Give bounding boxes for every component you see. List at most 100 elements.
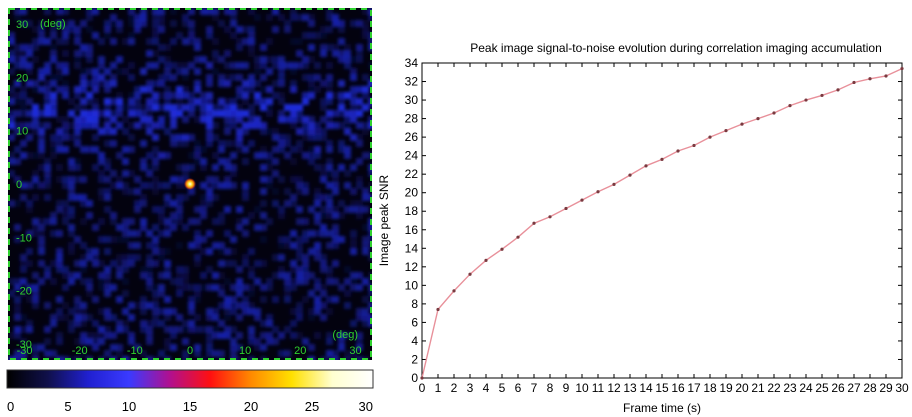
- x-tick-label: 2: [451, 381, 458, 395]
- x-tick-label: 15: [655, 381, 669, 395]
- snr-data-point: [676, 149, 680, 153]
- noise-texture: [8, 8, 372, 360]
- colorbar: [6, 369, 374, 389]
- x-tick-label: 14: [639, 381, 653, 395]
- snr-data-point: [836, 88, 840, 92]
- x-tick-label: -20: [72, 345, 88, 357]
- snr-data-point: [532, 221, 536, 225]
- x-tick-label: 10: [239, 345, 251, 357]
- snr-data-point: [564, 206, 568, 211]
- colorbar-tick-label: 15: [183, 399, 197, 414]
- x-tick-label: 12: [607, 381, 621, 395]
- snr-data-point: [660, 157, 664, 161]
- x-tick-label: 27: [847, 381, 861, 395]
- snr-data-point: [516, 235, 520, 239]
- x-tick-label: 5: [499, 381, 506, 395]
- x-tick-label: 29: [879, 381, 893, 395]
- snr-data-point: [868, 77, 872, 81]
- x-tick-label: -30: [17, 345, 33, 357]
- y-tick-label: 20: [405, 186, 419, 200]
- x-tick-label: 8: [547, 381, 554, 395]
- snr-data-point: [756, 116, 760, 121]
- snr-data-point: [852, 80, 856, 85]
- x-tick-label: 7: [531, 381, 538, 395]
- y-tick-label: 0: [411, 371, 418, 385]
- x-tick-label: 21: [751, 381, 765, 395]
- snr-data-point: [436, 307, 440, 312]
- colorbar-tick-label: 25: [305, 399, 319, 414]
- x-tick-label: 0: [187, 345, 193, 357]
- snr-data-point: [644, 164, 648, 168]
- snr-data-point: [788, 104, 792, 108]
- snr-data-point: [596, 190, 600, 194]
- y-tick-label: 24: [405, 149, 419, 163]
- x-tick-label: 1: [435, 381, 442, 395]
- y-tick-label: 16: [405, 223, 419, 237]
- snr-chart-svg: Peak image signal-to-noise evolution dur…: [377, 41, 909, 415]
- snr-data-point: [900, 66, 904, 71]
- x-tick-label: 19: [719, 381, 733, 395]
- x-tick-label: 9: [563, 381, 570, 395]
- colorbar-tick-label: 0: [7, 399, 14, 414]
- snr-data-point: [708, 135, 712, 139]
- x-tick-label: 4: [483, 381, 490, 395]
- snr-data-point: [612, 182, 616, 186]
- y-tick-label: 20: [16, 72, 28, 84]
- y-tick-label: 8: [411, 297, 418, 311]
- colorbar-tick-label: 30: [359, 399, 373, 414]
- x-tick-label: 23: [783, 381, 797, 395]
- x-tick-label: 28: [863, 381, 877, 395]
- snr-chart-panel: Peak image signal-to-noise evolution dur…: [372, 0, 912, 417]
- y-tick-label: 32: [405, 75, 419, 89]
- snr-data-point: [884, 74, 888, 78]
- x-tick-label: 30: [349, 345, 361, 357]
- snr-data-point: [452, 289, 456, 293]
- x-axis-label: Frame time (s): [623, 401, 701, 415]
- snr-data-point: [580, 198, 584, 202]
- y-tick-label: 28: [405, 112, 419, 126]
- x-tick-label: 18: [703, 381, 717, 395]
- colorbar-tick-label: 10: [122, 399, 136, 414]
- x-tick-label: 0: [419, 381, 426, 395]
- y-tick-label: 22: [405, 167, 419, 181]
- y-tick-label: -20: [16, 286, 32, 298]
- snr-data-point: [692, 143, 696, 148]
- snr-data-point: [484, 258, 488, 262]
- y-tick-label: 18: [405, 204, 419, 218]
- y-tick-label: 4: [411, 334, 418, 348]
- x-tick-label: 13: [623, 381, 637, 395]
- x-tick-label: 11: [592, 381, 605, 395]
- x-tick-label: 16: [671, 381, 685, 395]
- sky-map-panel: 30 20 10 0 -10 -20 -30 -30 -20 -10 0 10 20 30 (deg) (de…: [0, 0, 380, 417]
- y-tick-label: 0: [16, 179, 22, 191]
- y-tick-label: 14: [405, 241, 419, 255]
- colorbar-tick-label: 20: [244, 399, 258, 414]
- y-tick-label: 2: [411, 352, 418, 366]
- snr-data-point: [628, 173, 632, 177]
- snr-data-point: [804, 98, 808, 102]
- y-tick-label: -10: [16, 232, 32, 244]
- snr-data-point: [724, 129, 728, 133]
- y-tick-label: 34: [405, 56, 419, 70]
- x-tick-label: 3: [467, 381, 474, 395]
- y-axis-label: Image peak SNR: [377, 174, 391, 266]
- x-tick-label: 10: [575, 381, 589, 395]
- sky-map-svg: 30 20 10 0 -10 -20 -30-30 -20 -10 0 10 20 30 (deg) (de…: [6, 8, 374, 414]
- x-tick-label: 24: [799, 381, 813, 395]
- x-unit-label: (deg): [332, 329, 358, 341]
- colorbar-tick-label: 5: [64, 399, 71, 414]
- snr-data-point: [740, 122, 744, 126]
- x-tick-label: 17: [687, 381, 701, 395]
- x-tick-label: 20: [294, 345, 306, 357]
- x-tick-label: 6: [515, 381, 522, 395]
- y-tick-label: 10: [405, 278, 419, 292]
- snr-data-point: [820, 93, 824, 98]
- x-tick-label: 25: [815, 381, 829, 395]
- x-tick-label: 26: [831, 381, 845, 395]
- plot-area: [421, 62, 903, 379]
- snr-data-point: [500, 247, 504, 251]
- x-tick-label: 22: [767, 381, 781, 395]
- x-tick-label: 20: [735, 381, 749, 395]
- y-tick-label: 30: [16, 19, 28, 31]
- snr-data-point: [420, 376, 424, 380]
